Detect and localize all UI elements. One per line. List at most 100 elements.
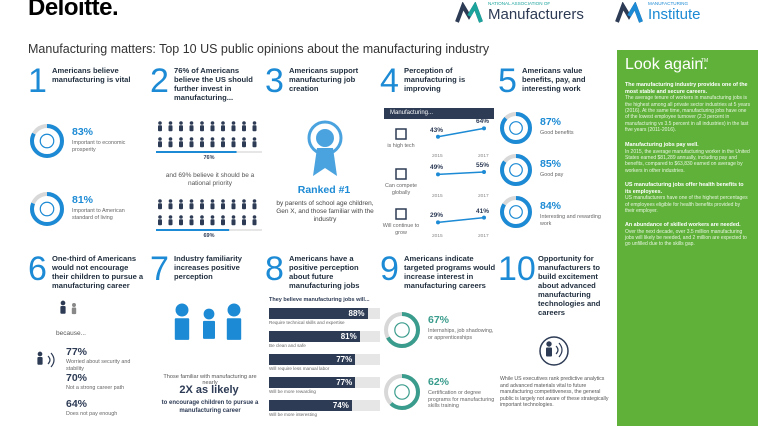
donut-arc — [500, 112, 532, 144]
partner-small: MANUFACTURING — [648, 1, 689, 6]
person-body — [168, 219, 173, 226]
slope-point — [482, 215, 486, 220]
person-head — [203, 308, 215, 320]
stat-text: Good benefits — [540, 130, 574, 136]
card-heading: Americans have a positive perception abo… — [289, 254, 360, 290]
person-body — [210, 141, 215, 148]
card: 9 Americans indicate targeted programs wo… — [380, 250, 498, 426]
stat-value: 87% — [540, 116, 562, 128]
person-body — [252, 141, 257, 148]
donut-arc — [30, 192, 64, 226]
person-body — [231, 219, 236, 226]
value-label: 49% — [430, 164, 444, 172]
card: 10 Opportunity for manufacturers to build… — [498, 250, 616, 426]
person-head — [189, 215, 194, 219]
item-text: Will continue to grow — [382, 223, 420, 236]
person-head — [221, 215, 225, 219]
person-head — [168, 215, 173, 219]
card-number: 6 — [28, 250, 47, 288]
stat-value: 62% — [428, 376, 450, 388]
year-label: 2015 — [432, 194, 443, 199]
mi-icon — [615, 2, 643, 23]
person-body — [37, 356, 43, 365]
person-head — [252, 137, 257, 141]
person-body — [546, 347, 552, 357]
highlight: 2X as likely — [179, 384, 239, 396]
bar — [269, 354, 356, 365]
person-head — [72, 303, 76, 307]
stat-value: 67% — [428, 314, 450, 326]
person-head — [242, 121, 246, 125]
stat-text: Not a strong career path — [66, 385, 125, 391]
icon-box — [395, 128, 407, 140]
stat-text: Does not pay enough — [66, 411, 118, 417]
page-title: Manufacturing matters: Top 10 US public … — [28, 42, 490, 56]
person-body — [231, 203, 236, 210]
icon-box — [395, 168, 407, 180]
sidebar: Look again. TM The manufacturing industry … — [617, 50, 758, 426]
person-head — [546, 341, 552, 347]
sidebar-paragraph: The manufacturing industry provides one … — [625, 82, 751, 134]
nam-icon — [455, 2, 483, 23]
slope-chart — [436, 170, 486, 177]
card-heading: Opportunity for manufacturers to build e… — [538, 254, 601, 317]
donut — [500, 154, 532, 186]
subheading: because... — [56, 330, 86, 337]
card-number: 1 — [28, 62, 47, 100]
sidebar-paragraph: US manufacturing jobs offer health benef… — [625, 182, 751, 214]
card-heading: Americans support manufacturing job crea… — [289, 66, 359, 93]
text: by parents of school age children, Gen X… — [276, 200, 374, 223]
donut-arc — [384, 374, 420, 410]
card-number: 8 — [265, 250, 284, 288]
pictogram — [156, 199, 262, 231]
slope-chart — [436, 126, 486, 139]
person-body — [60, 305, 66, 314]
person-body — [210, 203, 215, 210]
sidebar-paragraph: An abundance of skilled workers are need… — [625, 222, 751, 248]
slope-line — [437, 171, 485, 176]
paragraph-text: In 2015, the average manufacturing worke… — [625, 148, 750, 174]
text: to encourage children to pursue a manufa… — [161, 400, 259, 414]
card-heading: 76% of Americans believe the US should f… — [174, 66, 253, 102]
paragraph-lead: Manufacturing jobs pay well. — [625, 142, 699, 148]
value-label: 29% — [430, 212, 444, 220]
donut-icon — [509, 121, 523, 135]
ribbon-tail — [313, 148, 337, 176]
card-heading: Industry familiarity increases positive … — [174, 254, 242, 281]
bar — [269, 308, 368, 319]
person-head — [179, 121, 183, 125]
person-body — [158, 203, 162, 210]
donut-arc — [500, 196, 532, 228]
person-body — [210, 125, 215, 132]
bar-text: Be clean and safe — [269, 343, 306, 348]
donut — [384, 312, 420, 348]
person-body — [252, 125, 257, 132]
person-body — [189, 125, 194, 132]
bar-value: 77% — [336, 378, 353, 387]
stat-text: Interesting and rewarding work — [540, 214, 601, 227]
person-head — [37, 351, 43, 357]
subheading: They believe manufacturing jobs will... — [269, 297, 370, 303]
value-label: 41% — [476, 207, 490, 215]
person-body — [179, 203, 183, 210]
bar-value: 88% — [348, 309, 365, 318]
person-body — [221, 219, 225, 226]
card: 3 Americans support manufacturing job cre… — [265, 62, 383, 246]
item-text: Can compete globally — [384, 183, 418, 196]
stat-value: 84% — [540, 200, 562, 212]
speaker-icon — [539, 336, 569, 366]
card: 4 Perception of manufacturing is improvin… — [380, 62, 498, 246]
paragraph-lead: US manufacturing jobs offer health benef… — [625, 182, 744, 195]
stat-text: Important to economic prosperity — [72, 140, 126, 153]
bar-text: Will be more interesting — [269, 412, 317, 417]
paragraph-text: US manufacturers have one of the highest… — [625, 195, 748, 214]
person-body — [174, 318, 190, 340]
person-head — [210, 137, 215, 141]
card-heading: One-third of Americans would not encoura… — [52, 254, 144, 290]
card-number: 9 — [380, 250, 399, 288]
item-icon — [395, 208, 407, 220]
stat-value: 81% — [72, 194, 94, 206]
bar-value: 77% — [336, 355, 353, 364]
person-head — [210, 199, 215, 203]
value-label: 55% — [476, 162, 490, 169]
